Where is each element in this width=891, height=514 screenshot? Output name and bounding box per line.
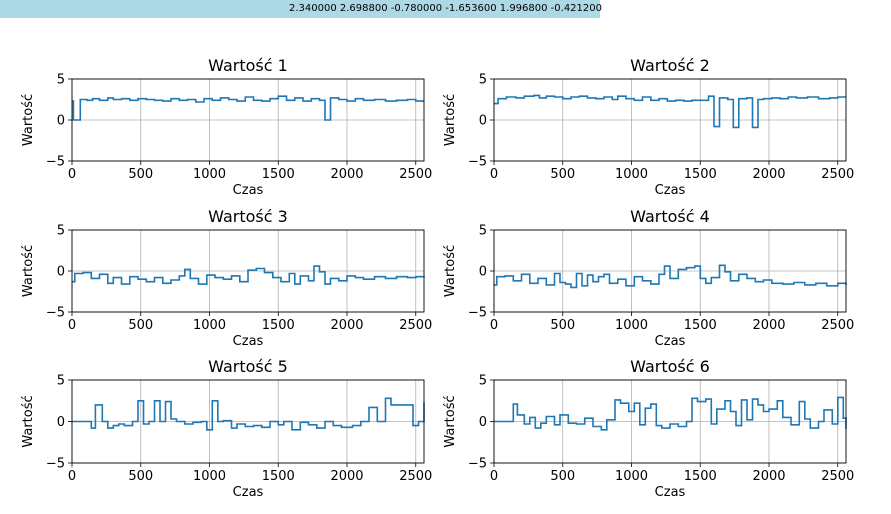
y-tick-label: 5 <box>479 224 487 239</box>
y-tick-label: −5 <box>468 155 487 170</box>
x-tick-label: 2000 <box>752 167 785 182</box>
y-tick-label: 5 <box>57 73 65 88</box>
x-tick-label: 1000 <box>193 318 226 333</box>
y-tick-label: 0 <box>57 265 65 280</box>
x-tick-label: 1500 <box>262 469 295 484</box>
x-tick-label: 1500 <box>262 318 295 333</box>
y-axis-label: Wartość <box>443 395 458 447</box>
y-tick-label: 0 <box>57 114 65 129</box>
x-tick-label: 500 <box>550 469 575 484</box>
x-axis-label: Czas <box>655 183 686 198</box>
y-tick-label: 5 <box>479 73 487 88</box>
y-tick-label: 5 <box>57 224 65 239</box>
x-tick-label: 2500 <box>399 167 432 182</box>
x-tick-label: 1000 <box>193 167 226 182</box>
y-axis-label: Wartość <box>443 94 458 146</box>
x-tick-label: 0 <box>68 469 76 484</box>
y-axis-label: Wartość <box>21 395 36 447</box>
series-line <box>72 95 424 121</box>
x-tick-label: 0 <box>490 318 498 333</box>
y-axis-label: Wartość <box>443 245 458 297</box>
x-tick-label: 1000 <box>615 469 648 484</box>
x-axis-label: Czas <box>233 183 264 198</box>
chart-title: Wartość 2 <box>630 56 710 75</box>
y-tick-label: −5 <box>46 155 65 170</box>
y-tick-label: −5 <box>468 306 487 321</box>
x-tick-label: 1500 <box>684 318 717 333</box>
y-tick-label: 0 <box>57 415 65 430</box>
x-tick-label: 1000 <box>615 167 648 182</box>
x-tick-label: 0 <box>490 469 498 484</box>
y-tick-label: −5 <box>46 457 65 472</box>
y-tick-label: −5 <box>468 457 487 472</box>
x-tick-label: 2500 <box>821 318 854 333</box>
x-axis-label: Czas <box>655 334 686 349</box>
y-axis-label: Wartość <box>21 245 36 297</box>
header-bar: 2.340000 2.698800 -0.780000 -1.653600 1.… <box>0 0 891 18</box>
y-tick-label: −5 <box>46 306 65 321</box>
x-tick-label: 500 <box>128 469 153 484</box>
chart-title: Wartość 1 <box>208 56 288 75</box>
x-tick-label: 1500 <box>684 469 717 484</box>
x-tick-label: 2000 <box>330 469 363 484</box>
x-tick-label: 1000 <box>615 318 648 333</box>
x-tick-label: 2500 <box>399 469 432 484</box>
x-tick-label: 0 <box>68 318 76 333</box>
header-readout: 2.340000 2.698800 -0.780000 -1.653600 1.… <box>288 3 602 14</box>
series-line <box>494 94 846 129</box>
x-tick-label: 1500 <box>684 167 717 182</box>
x-tick-label: 0 <box>490 167 498 182</box>
chart-title: Wartość 5 <box>208 357 288 376</box>
series-line <box>72 265 425 285</box>
chart-title: Wartość 4 <box>630 207 710 226</box>
y-tick-label: 0 <box>479 415 487 430</box>
y-tick-label: 5 <box>479 374 487 389</box>
x-tick-label: 500 <box>128 318 153 333</box>
x-tick-label: 500 <box>128 167 153 182</box>
x-tick-label: 1000 <box>193 469 226 484</box>
x-tick-label: 2500 <box>821 469 854 484</box>
x-axis-label: Czas <box>233 485 264 500</box>
x-tick-label: 2000 <box>752 318 785 333</box>
chart-title: Wartość 3 <box>208 207 288 226</box>
x-tick-label: 0 <box>68 167 76 182</box>
y-axis-label: Wartość <box>21 94 36 146</box>
x-tick-label: 2000 <box>330 167 363 182</box>
x-tick-label: 2500 <box>821 167 854 182</box>
x-tick-label: 500 <box>550 318 575 333</box>
y-tick-label: 5 <box>57 374 65 389</box>
x-tick-label: 500 <box>550 167 575 182</box>
x-axis-label: Czas <box>233 334 264 349</box>
chart-title: Wartość 6 <box>630 357 710 376</box>
x-tick-label: 2000 <box>752 469 785 484</box>
x-tick-label: 2000 <box>330 318 363 333</box>
series-line <box>494 264 847 289</box>
y-tick-label: 0 <box>479 265 487 280</box>
series-line <box>72 397 425 431</box>
x-tick-label: 2500 <box>399 318 432 333</box>
x-tick-label: 1500 <box>262 167 295 182</box>
y-tick-label: 0 <box>479 114 487 129</box>
header-highlight <box>0 0 600 18</box>
x-axis-label: Czas <box>655 485 686 500</box>
series-line <box>494 396 847 431</box>
